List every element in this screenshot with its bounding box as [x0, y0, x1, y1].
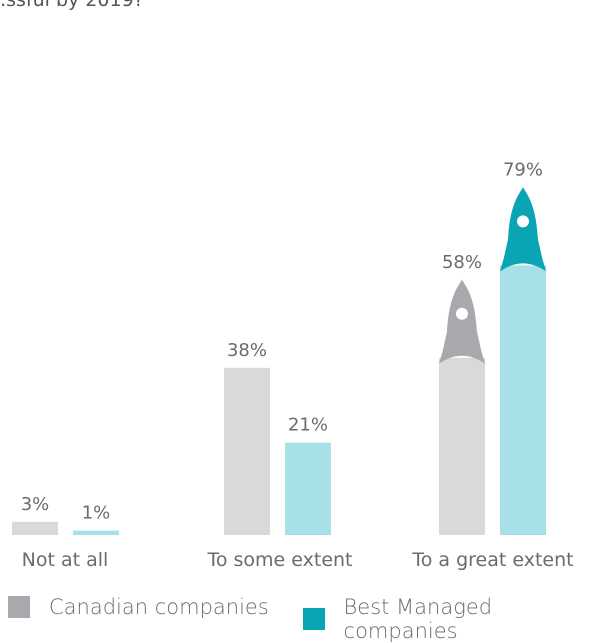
rocket-icon [500, 187, 546, 272]
data-label-canadian-not-at-all: 3% [21, 494, 50, 515]
legend-item-canadian: Canadian companies [8, 595, 269, 619]
bar-best-managed-not-at-all [73, 530, 119, 535]
legend-swatch-canadian [8, 596, 30, 618]
data-label-best-managed-to-some-extent: 21% [288, 415, 328, 436]
data-label-canadian-to-some-extent: 38% [227, 340, 267, 361]
legend: Canadian companies Best Managed companie… [0, 595, 607, 643]
data-label-canadian-to-a-great-extent: 58% [442, 252, 482, 273]
legend-label-best-managed: Best Managed companies [343, 595, 493, 643]
bar-best-managed-to-some-extent [285, 442, 331, 535]
data-label-best-managed-to-a-great-extent: 79% [503, 159, 543, 180]
data-label-best-managed-not-at-all: 1% [82, 503, 111, 524]
x-tick-label: Not at all [22, 549, 109, 571]
rocket-icon [439, 279, 485, 364]
bar-best-managed-to-a-great-extent [500, 265, 546, 535]
x-tick-label: To a great extent [411, 549, 573, 571]
rocket-window-icon [517, 215, 529, 228]
legend-item-best-managed: Best Managed companies [303, 595, 607, 643]
legend-swatch-best-managed [303, 608, 325, 630]
bar-chart: ...ssful by 2019? 3% 1% 38% 21% 58% 79% Not a… [0, 0, 574, 571]
header-fragment: ...ssful by 2019? [0, 0, 144, 11]
x-tick-label: To some extent [206, 549, 352, 571]
bar-canadian-to-a-great-extent [439, 357, 485, 535]
bar-canadian-to-some-extent [224, 367, 270, 535]
bar-canadian-not-at-all [12, 521, 58, 535]
legend-label-canadian: Canadian companies [49, 595, 269, 619]
rocket-window-icon [456, 307, 468, 320]
